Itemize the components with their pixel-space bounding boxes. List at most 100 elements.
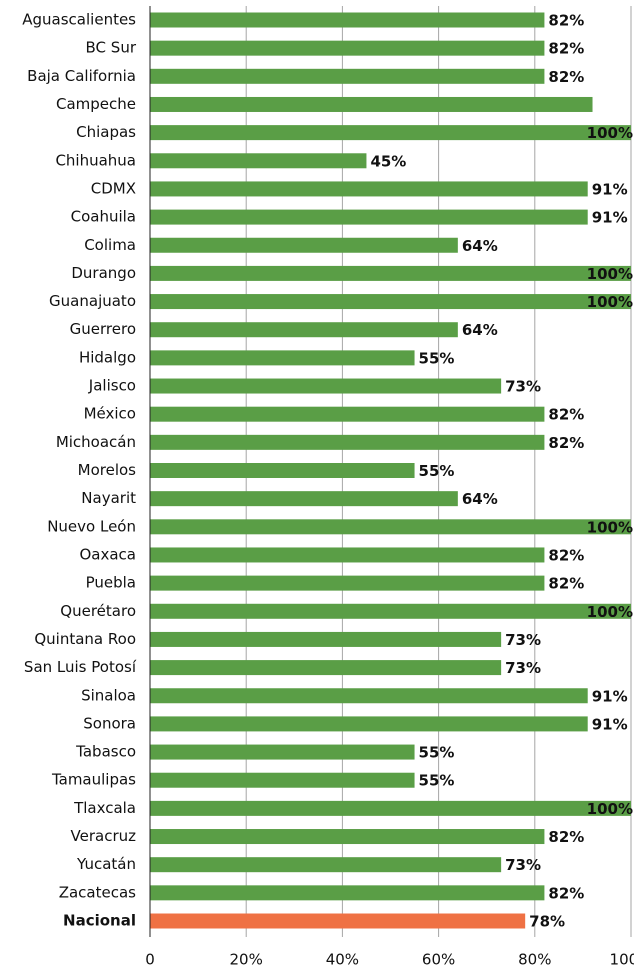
y-tick-label: CDMX bbox=[91, 179, 136, 197]
y-tick-label: Zacatecas bbox=[59, 883, 136, 901]
bar bbox=[150, 406, 545, 422]
y-tick-label: Tlaxcala bbox=[73, 799, 136, 817]
bar bbox=[150, 434, 545, 450]
data-label: 45% bbox=[370, 152, 406, 170]
y-tick-label: Puebla bbox=[86, 574, 136, 592]
y-tick-label: Nacional bbox=[63, 912, 136, 930]
x-tick-label: 0 bbox=[145, 951, 155, 969]
bar bbox=[150, 688, 588, 704]
data-label: 100% bbox=[587, 265, 633, 283]
y-tick-label: Baja California bbox=[27, 67, 136, 85]
bar bbox=[150, 716, 588, 732]
bar bbox=[150, 913, 526, 929]
data-label: 82% bbox=[548, 884, 584, 902]
data-label: 100% bbox=[587, 518, 633, 536]
bar bbox=[150, 800, 631, 816]
x-tick-label: 80% bbox=[518, 951, 551, 969]
data-label: 55% bbox=[419, 349, 455, 367]
y-tick-label: Guerrero bbox=[70, 320, 136, 338]
data-label: 73% bbox=[505, 378, 541, 396]
bar bbox=[150, 547, 545, 563]
bar bbox=[150, 350, 415, 366]
y-tick-label: Durango bbox=[71, 264, 136, 282]
data-label: 91% bbox=[592, 715, 628, 733]
data-label: 55% bbox=[419, 772, 455, 790]
bar bbox=[150, 181, 588, 197]
bar bbox=[150, 265, 631, 281]
y-tick-label: San Luis Potosí bbox=[24, 658, 137, 676]
y-tick-label: Morelos bbox=[78, 461, 137, 479]
data-label: 82% bbox=[548, 40, 584, 58]
bar bbox=[150, 378, 502, 394]
y-tick-label: Hidalgo bbox=[79, 348, 136, 366]
bar bbox=[150, 575, 545, 591]
y-tick-label: Guanajuato bbox=[49, 292, 136, 310]
y-tick-label: Aguascalientes bbox=[22, 11, 136, 29]
data-label: 64% bbox=[462, 237, 498, 255]
data-label: 73% bbox=[505, 631, 541, 649]
bar bbox=[150, 96, 593, 112]
data-label: 82% bbox=[548, 68, 584, 86]
data-label: 64% bbox=[462, 321, 498, 339]
bar bbox=[150, 463, 415, 478]
y-tick-label: Nayarit bbox=[81, 489, 136, 507]
bar bbox=[150, 772, 415, 788]
x-tick-label: 20% bbox=[230, 951, 263, 969]
data-label: 82% bbox=[548, 575, 584, 593]
bar bbox=[150, 322, 458, 338]
y-tick-label: Oaxaca bbox=[79, 545, 136, 563]
data-label: 82% bbox=[548, 828, 584, 846]
bar bbox=[150, 660, 502, 676]
x-tick-label: 100% bbox=[610, 951, 634, 969]
data-label: 55% bbox=[419, 462, 455, 480]
data-label: 100% bbox=[587, 293, 633, 311]
bar bbox=[150, 294, 631, 310]
y-tick-label: Sonora bbox=[83, 714, 136, 732]
bar bbox=[150, 237, 458, 253]
bar bbox=[150, 209, 588, 225]
data-label: 55% bbox=[419, 744, 455, 762]
y-tick-label: Tabasco bbox=[75, 743, 136, 761]
bar bbox=[150, 829, 545, 845]
y-tick-label: México bbox=[84, 405, 136, 423]
data-label: 91% bbox=[592, 209, 628, 227]
y-tick-label: Querétaro bbox=[60, 602, 136, 620]
bar bbox=[150, 153, 367, 169]
x-tick-label: 60% bbox=[422, 951, 455, 969]
data-label: 64% bbox=[462, 490, 498, 508]
y-tick-label: Tamaulipas bbox=[51, 771, 136, 789]
bar bbox=[150, 744, 415, 760]
bar bbox=[150, 603, 631, 619]
data-label: 100% bbox=[587, 603, 633, 621]
bar bbox=[150, 12, 545, 28]
y-tick-label: Campeche bbox=[56, 95, 136, 113]
bar bbox=[150, 631, 502, 647]
data-label: 91% bbox=[592, 180, 628, 198]
data-label: 82% bbox=[548, 434, 584, 452]
data-label: 82% bbox=[548, 12, 584, 30]
y-tick-label: Chiapas bbox=[76, 123, 136, 141]
y-tick-label: Veracruz bbox=[71, 827, 137, 845]
y-tick-label: Chihuahua bbox=[55, 151, 136, 169]
data-label: 73% bbox=[505, 659, 541, 677]
bar bbox=[150, 491, 458, 507]
data-label: 73% bbox=[505, 856, 541, 874]
bar bbox=[150, 40, 545, 56]
y-tick-label: Colima bbox=[84, 236, 136, 254]
bar bbox=[150, 68, 545, 84]
data-label: 82% bbox=[548, 546, 584, 564]
bar bbox=[150, 885, 545, 901]
y-tick-label: Quintana Roo bbox=[34, 630, 136, 648]
bar bbox=[150, 125, 631, 141]
y-tick-label: Yucatán bbox=[76, 855, 136, 873]
data-label: 91% bbox=[592, 687, 628, 705]
y-tick-label: Nuevo León bbox=[47, 517, 136, 535]
bar bbox=[150, 519, 631, 535]
y-tick-label: Jalisco bbox=[88, 377, 136, 395]
y-tick-label: Sinaloa bbox=[81, 686, 136, 704]
bar bbox=[150, 857, 502, 873]
data-label: 78% bbox=[529, 913, 565, 931]
data-label: 82% bbox=[548, 406, 584, 424]
y-tick-label: Coahuila bbox=[71, 208, 136, 226]
